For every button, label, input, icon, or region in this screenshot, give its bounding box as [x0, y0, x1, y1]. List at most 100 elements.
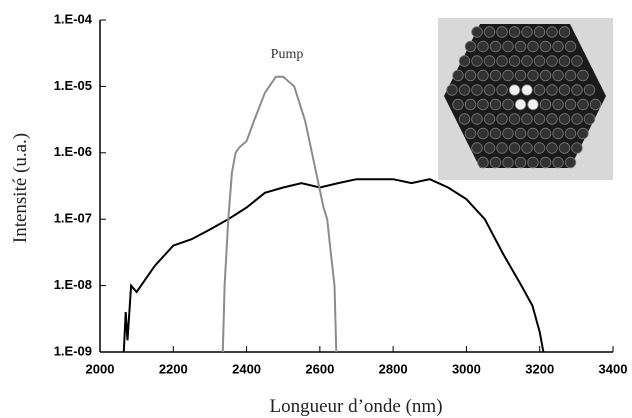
fiber-tube: [577, 69, 589, 82]
x-tick-label: 3000: [452, 361, 481, 376]
fiber-tube: [477, 156, 489, 169]
fiber-tube: [546, 113, 558, 125]
fiber-tube: [496, 55, 508, 67]
fiber-tube: [471, 84, 483, 96]
y-tick-label: 1.E-08: [54, 277, 92, 292]
fiber-tube: [483, 55, 496, 67]
fiber-tube: [546, 55, 558, 67]
fiber-tube: [477, 40, 489, 53]
fiber-tube: [533, 113, 546, 125]
fiber-tube: [558, 55, 571, 67]
fiber-tube: [527, 40, 539, 53]
fiber-tube: [564, 98, 577, 111]
fiber-tube: [558, 142, 571, 154]
fiber-tube: [577, 98, 589, 111]
fiber-tube: [571, 84, 583, 96]
fiber-tube: [458, 55, 471, 67]
fiber-tube: [546, 84, 558, 96]
fiber-tube: [552, 156, 564, 169]
fiber-tube: [471, 26, 483, 38]
fiber-tube: [583, 84, 596, 96]
fiber-tube: [483, 113, 496, 125]
fiber-tube: [521, 55, 533, 67]
fiber-tube: [514, 156, 527, 169]
fiber-tube: [514, 40, 527, 53]
y-tick-label: 1.E-07: [54, 211, 92, 226]
fiber-tube: [533, 84, 546, 96]
fiber-tube: [489, 40, 502, 53]
fiber-tube: [446, 84, 458, 96]
fiber-tube: [533, 55, 546, 67]
fiber-tube: [464, 98, 477, 111]
fiber-tube: [571, 113, 583, 125]
fiber-tube: [558, 26, 571, 38]
fiber-tube: [577, 127, 589, 140]
fiber-tube: [483, 26, 496, 38]
fiber-tube: [477, 69, 489, 82]
fiber-tube: [558, 113, 571, 125]
fiber-tube: [514, 127, 527, 140]
fiber-tube: [508, 142, 521, 154]
fiber-tube: [489, 98, 502, 111]
fiber-tube: [471, 142, 483, 154]
fiber-tube: [502, 98, 514, 111]
fiber-tube: [496, 26, 508, 38]
inset-photo: [438, 18, 613, 180]
fiber-tube: [539, 127, 552, 140]
y-axis-title: Intensité (u.a.): [10, 133, 31, 243]
fiber-tube: [452, 69, 464, 82]
fiber-tube: [502, 127, 514, 140]
fiber-tube: [539, 98, 552, 111]
fiber-tube: [477, 127, 489, 140]
fiber-tube: [464, 69, 477, 82]
x-tick-label: 3200: [525, 361, 554, 376]
fiber-tube: [552, 98, 564, 111]
fiber-tube: [508, 26, 521, 38]
fiber-tube: [589, 98, 602, 111]
fiber-tube: [571, 142, 583, 154]
fiber-tube: [483, 142, 496, 154]
fiber-tube: [489, 127, 502, 140]
fiber-tube: [539, 156, 552, 169]
line-series: [221, 75, 338, 353]
fiber-tube: [514, 98, 527, 111]
line-series: [122, 178, 545, 353]
fiber-tube: [521, 113, 533, 125]
fiber-tube: [458, 113, 471, 125]
fiber-tube: [508, 113, 521, 125]
fiber-tube: [521, 84, 533, 96]
x-tick-label: 2400: [232, 361, 261, 376]
x-tick-label: 2000: [86, 361, 115, 376]
fiber-tube: [471, 113, 483, 125]
fiber-tube: [583, 113, 596, 125]
fiber-tube: [489, 156, 502, 169]
x-tick-label: 3400: [599, 361, 628, 376]
fiber-tube: [546, 142, 558, 154]
fiber-tube: [508, 55, 521, 67]
fiber-tube: [496, 113, 508, 125]
fiber-tube: [496, 142, 508, 154]
y-tick-label: 1.E-09: [54, 343, 92, 358]
fiber-tube: [539, 40, 552, 53]
annotation: Pump: [271, 47, 304, 62]
fiber-tube: [514, 69, 527, 82]
fiber-tube: [452, 98, 464, 111]
fiber-tube: [527, 127, 539, 140]
fiber-tube: [483, 84, 496, 96]
fiber-tube: [527, 156, 539, 169]
fiber-tube: [521, 142, 533, 154]
fiber-tube: [496, 84, 508, 96]
fiber-tube: [458, 84, 471, 96]
x-tick-label: 2200: [159, 361, 188, 376]
fiber-tube: [571, 55, 583, 67]
fiber-tube: [502, 69, 514, 82]
fiber-tube: [564, 156, 577, 169]
fiber-tube: [464, 127, 477, 140]
fiber-tube: [489, 69, 502, 82]
fiber-tube: [527, 98, 539, 111]
fiber-tube: [564, 127, 577, 140]
fiber-tube: [539, 69, 552, 82]
fiber-tube: [564, 69, 577, 82]
fiber-tube: [552, 127, 564, 140]
